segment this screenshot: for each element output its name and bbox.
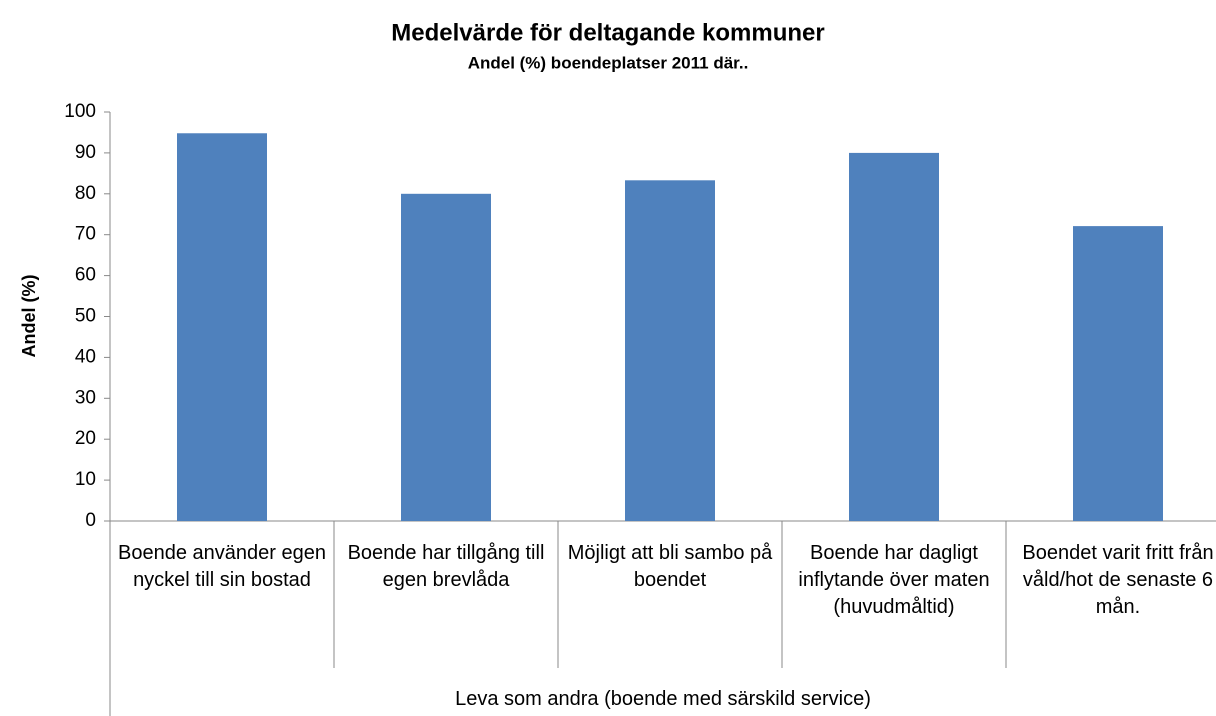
bar <box>401 193 491 522</box>
chart-subtitle: Andel (%) boendeplatser 2011 där.. <box>468 53 749 72</box>
y-tick-label: 10 <box>75 469 96 490</box>
y-tick-label: 70 <box>75 224 96 245</box>
y-tick-label: 0 <box>85 510 96 531</box>
y-tick-label: 30 <box>75 387 96 408</box>
y-tick-label: 90 <box>75 142 96 163</box>
y-tick-label: 60 <box>75 265 96 286</box>
y-axis-label: Andel (%) <box>19 274 39 357</box>
y-tick-label: 50 <box>75 306 96 327</box>
x-tick-label: Boende har dagligt inflytande över maten… <box>798 542 990 618</box>
bar <box>1073 226 1163 521</box>
bar <box>849 152 939 521</box>
bar <box>625 180 715 522</box>
chart-title: Medelvärde för deltagande kommuner <box>391 19 824 46</box>
y-tick-label: 40 <box>75 346 96 367</box>
y-tick-label: 100 <box>64 101 96 122</box>
x-tick-label: Möjligt att bli sambo på boendet <box>567 542 773 591</box>
x-tick-label: Boende har tillgång till egen brevlåda <box>347 542 545 591</box>
bar <box>177 133 267 521</box>
category-group-label: Leva som andra (boende med särskild serv… <box>455 688 871 710</box>
y-tick-label: 80 <box>75 183 96 204</box>
y-tick-label: 20 <box>75 428 96 449</box>
x-tick-label: Boende använder egen nyckel till sin bos… <box>118 542 326 591</box>
x-tick-label: Boendet varit fritt från våld/hot de sen… <box>1022 542 1214 618</box>
